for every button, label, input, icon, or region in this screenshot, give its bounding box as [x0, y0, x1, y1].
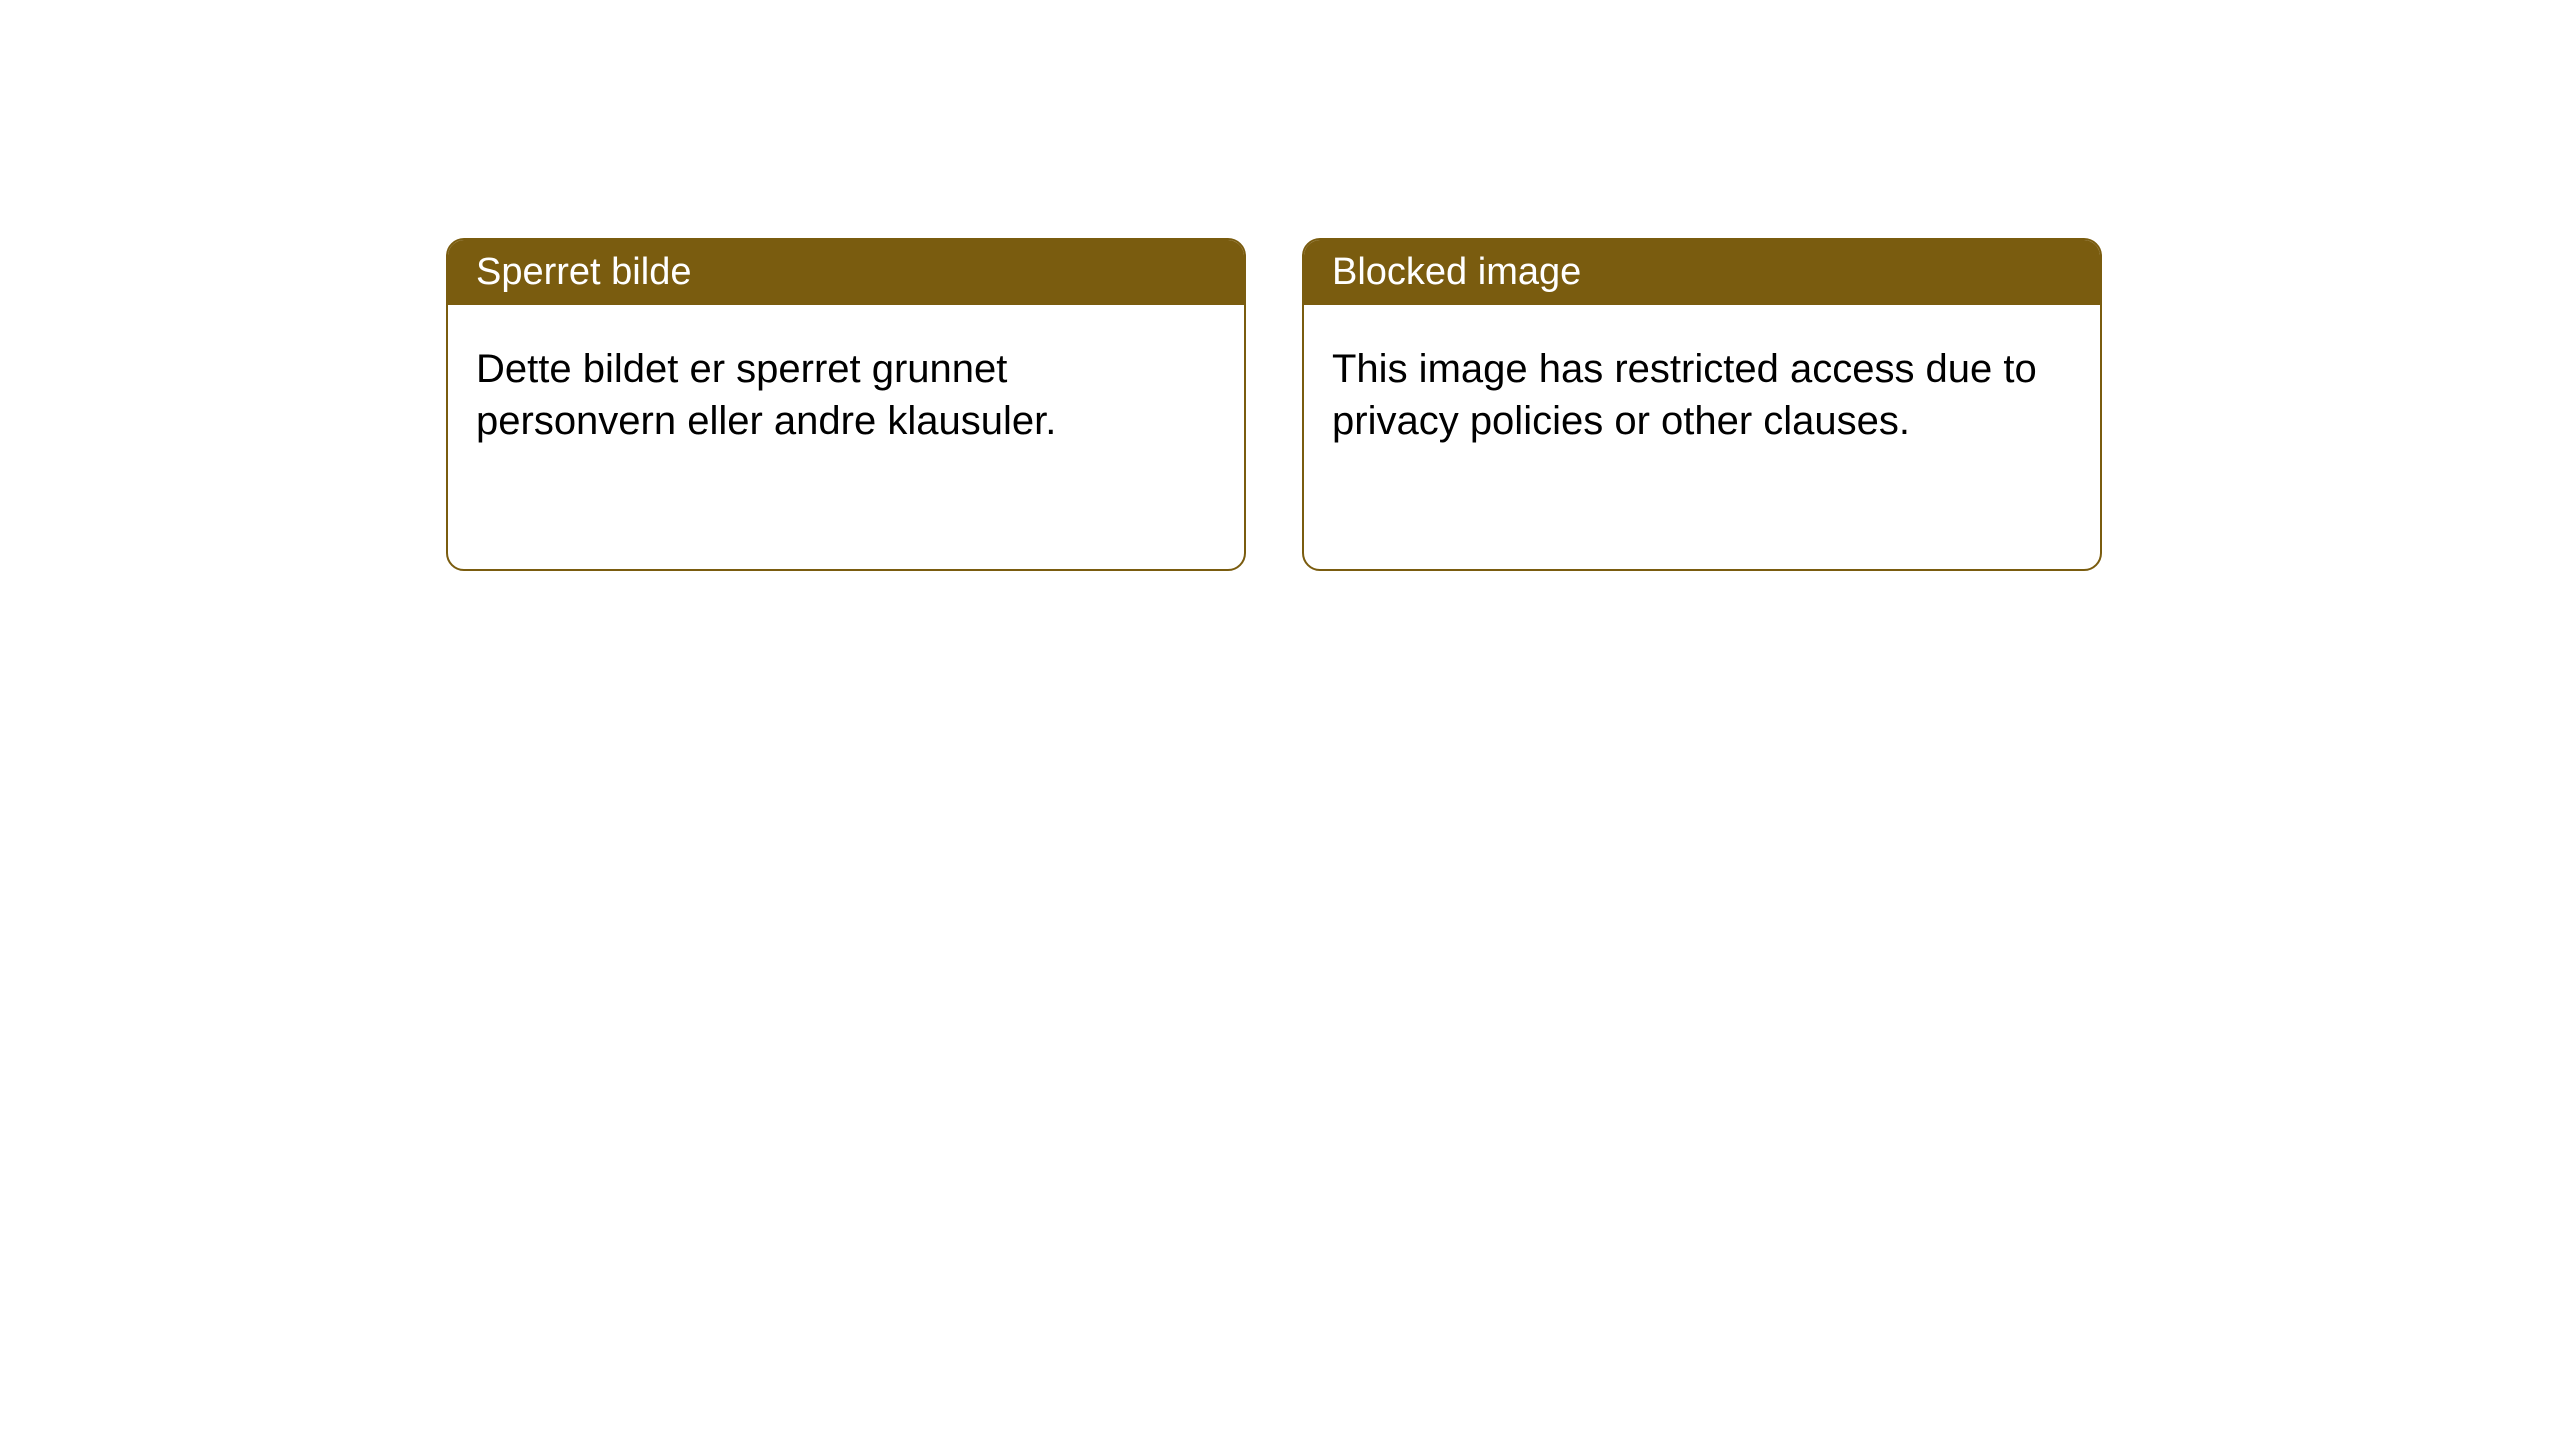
- blocked-image-card-english: Blocked image This image has restricted …: [1302, 238, 2102, 571]
- card-header-norwegian: Sperret bilde: [448, 240, 1244, 305]
- card-header-english: Blocked image: [1304, 240, 2100, 305]
- card-body-english: This image has restricted access due to …: [1304, 305, 2100, 485]
- card-body-norwegian: Dette bildet er sperret grunnet personve…: [448, 305, 1244, 485]
- cards-container: Sperret bilde Dette bildet er sperret gr…: [446, 238, 2102, 571]
- blocked-image-card-norwegian: Sperret bilde Dette bildet er sperret gr…: [446, 238, 1246, 571]
